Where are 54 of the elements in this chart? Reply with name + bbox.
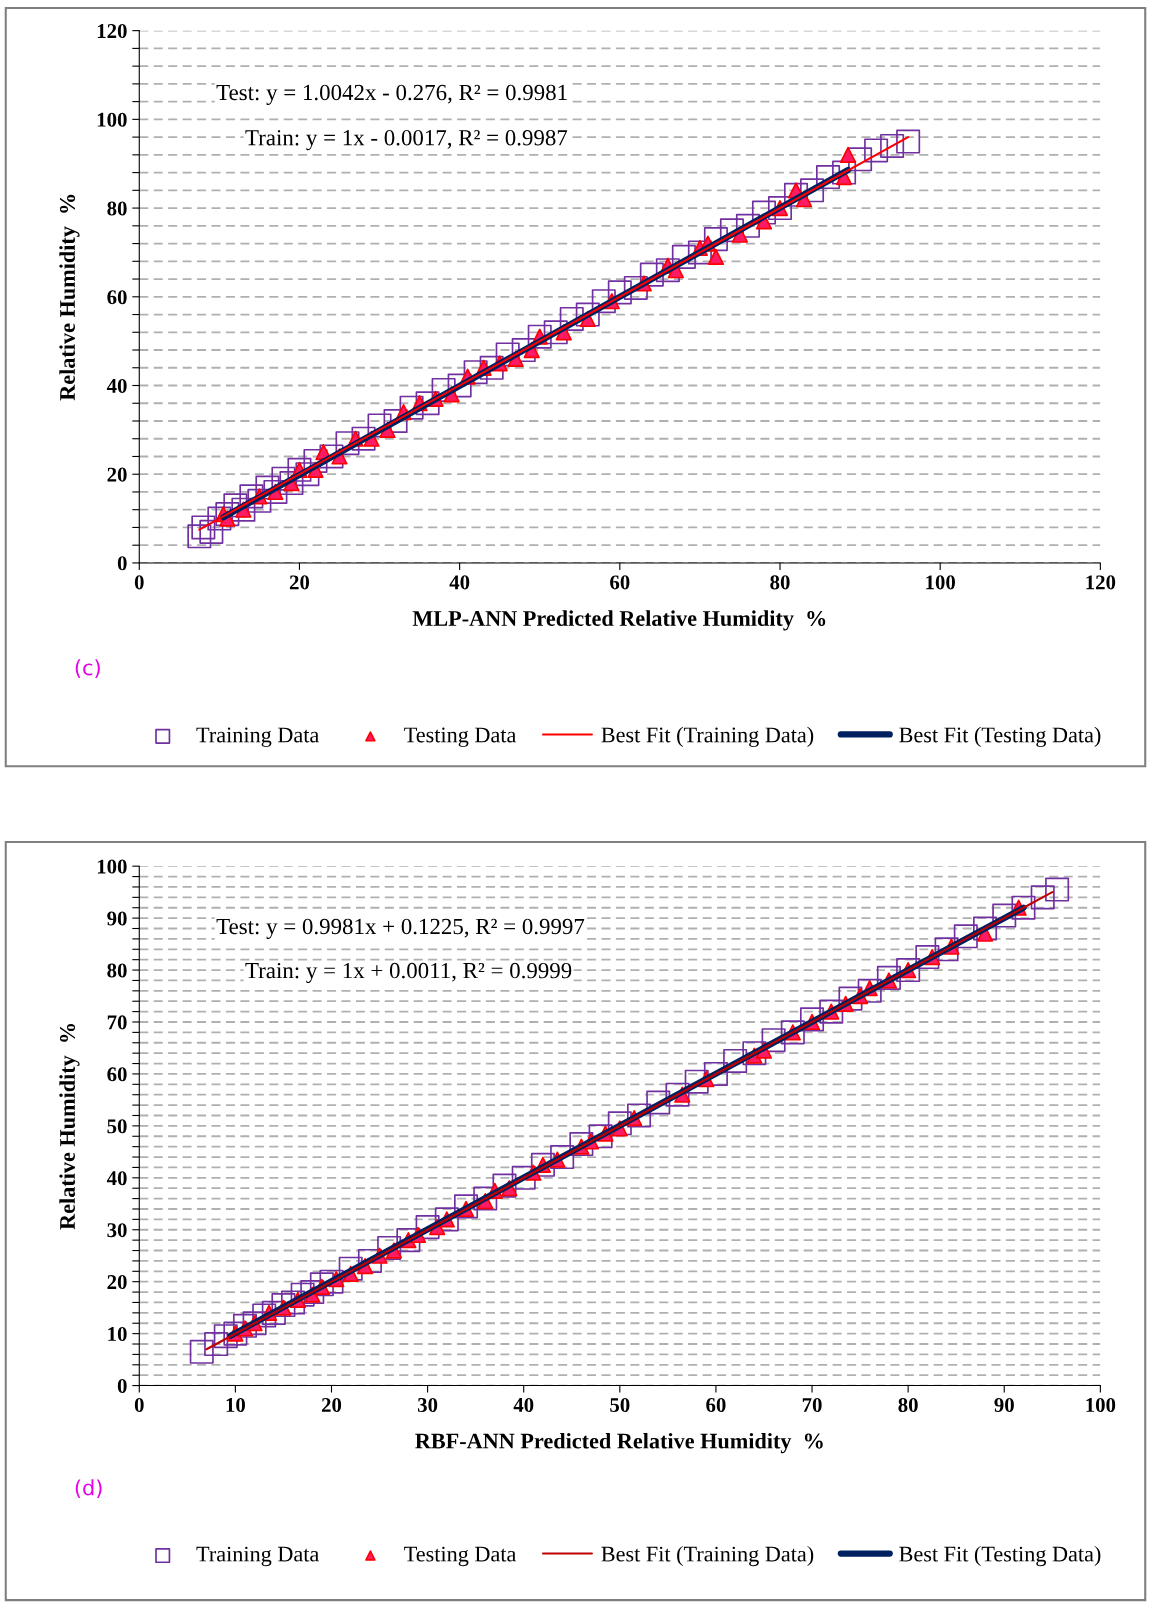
legend-label: Best Fit (Testing Data) — [899, 1545, 1101, 1567]
x-axis-title: RBF-ANN Predicted Relative Humidity % — [415, 1432, 823, 1454]
legend-label: Best Fit (Testing Data) — [899, 726, 1101, 748]
legend-label: Training Data — [196, 727, 319, 748]
text: (d) — [75, 1479, 102, 1498]
y-tick-label: 90 — [107, 911, 127, 926]
x-axis-title: MLP-ANN Predicted Relative Humidity % — [412, 610, 826, 631]
legend-label: Training Data — [196, 1546, 319, 1567]
x-tick-label: 80 — [898, 1397, 918, 1413]
x-tick-label: 50 — [610, 1397, 630, 1413]
x-tick-label: 80 — [770, 575, 790, 590]
legend-label: Testing Data — [404, 1546, 517, 1567]
y-tick-label: 50 — [107, 1119, 127, 1134]
y-tick-label: 100 — [97, 112, 127, 127]
y-tick-label: 40 — [106, 1171, 127, 1186]
y-tick-label: 20 — [107, 467, 127, 482]
annotation: Test: y = 1.0042x - 0.276, R² = 0.9981 — [216, 84, 567, 105]
y-tick-label: 80 — [107, 963, 127, 978]
x-tick-label: 0 — [134, 1397, 144, 1413]
x-tick-label: 100 — [926, 575, 956, 590]
x-tick-label: 100 — [1086, 1397, 1116, 1413]
x-tick-label: 120 — [1086, 575, 1116, 590]
y-tick-label: 20 — [107, 1275, 127, 1290]
y-tick-label: 120 — [97, 24, 127, 39]
y-tick-label: 40 — [106, 378, 127, 393]
y-tick-label: 60 — [107, 1067, 127, 1082]
y-tick-label: 10 — [108, 1327, 127, 1342]
x-tick-label: 30 — [417, 1397, 438, 1413]
y-tick-label: 30 — [107, 1223, 127, 1238]
y-tick-label: 0 — [117, 1378, 127, 1393]
legend-label: Best Fit (Training Data) — [601, 1545, 814, 1567]
y-tick-label: 60 — [107, 290, 127, 305]
y-tick-label: 100 — [97, 859, 127, 874]
annotation: Train: y = 1x - 0.0017, R² = 0.9987 — [245, 129, 568, 151]
annotation: Test: y = 0.9981x + 0.1225, R² = 0.9997 — [216, 918, 585, 939]
x-tick-label: 90 — [994, 1397, 1014, 1413]
x-tick-label: 40 — [449, 575, 470, 590]
x-tick-label: 20 — [289, 575, 310, 590]
x-tick-label: 10 — [226, 1397, 245, 1413]
legend-label: Best Fit (Training Data) — [601, 726, 814, 748]
x-tick-label: 40 — [513, 1397, 534, 1413]
y-axis-title: Relative Humidity % — [59, 194, 80, 401]
y-tick-label: 0 — [117, 556, 127, 571]
y-tick-label: 70 — [107, 1015, 127, 1030]
x-tick-label: 60 — [706, 1397, 726, 1413]
y-axis-title: Relative Humidity % — [59, 1023, 80, 1230]
annotation: Train: y = 1x + 0.0011, R² = 0.9999 — [245, 962, 572, 984]
y-tick-label: 80 — [107, 201, 127, 216]
legend-label: Testing Data — [404, 727, 517, 748]
x-tick-label: 20 — [321, 1397, 342, 1413]
x-tick-label: 60 — [610, 575, 630, 590]
x-tick-label: 0 — [134, 575, 144, 590]
text: (c) — [75, 659, 100, 678]
x-tick-label: 70 — [802, 1397, 822, 1413]
